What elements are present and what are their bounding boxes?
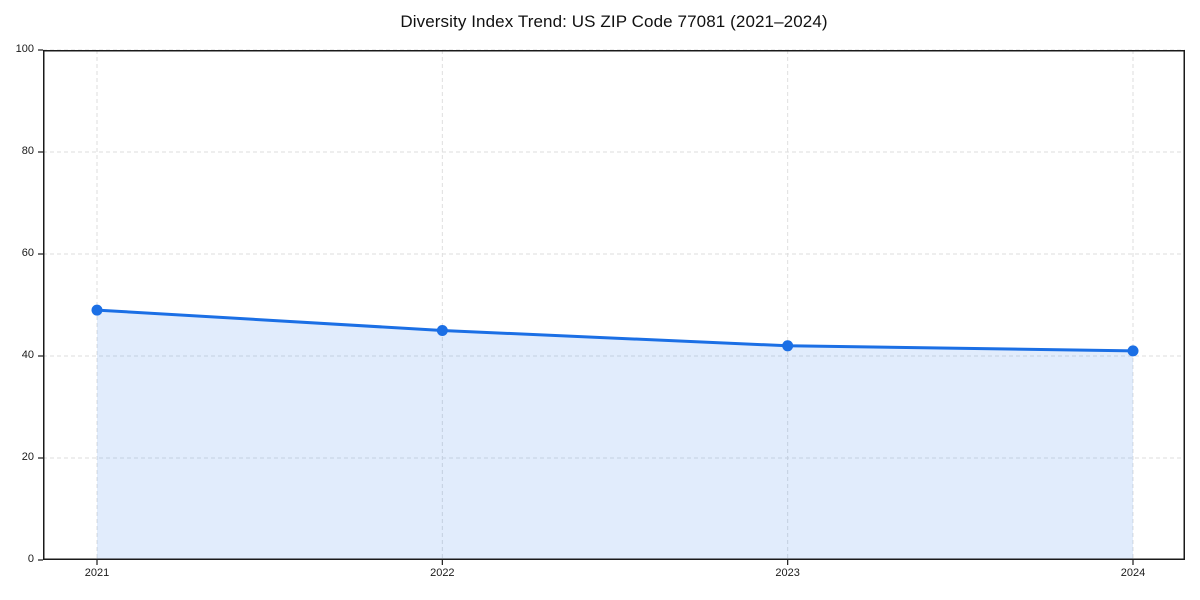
- plot-area: [38, 49, 1185, 565]
- x-tick-label: 2022: [430, 567, 455, 579]
- y-tick-label: 0: [27, 553, 34, 565]
- area-fill: [97, 310, 1133, 560]
- data-point: [436, 325, 448, 336]
- trend-line: [95, 308, 1135, 353]
- data-point: [1127, 345, 1139, 357]
- chart-svg: [38, 49, 1185, 565]
- plot-border: [43, 50, 1185, 560]
- y-tick-label: 60: [21, 247, 34, 259]
- x-tick-label: 2024: [1120, 567, 1146, 579]
- chart-title: Diversity Index Trend: US ZIP Code 77081…: [400, 12, 828, 31]
- y-tick-label: 40: [21, 349, 34, 361]
- y-tick-label: 20: [21, 451, 34, 463]
- x-tick-label: 2021: [84, 567, 110, 579]
- y-tick-label: 100: [15, 43, 34, 55]
- y-tick-label: 80: [21, 145, 34, 157]
- data-point: [91, 304, 103, 316]
- data-point: [782, 340, 794, 352]
- x-tick-label: 2023: [775, 567, 800, 579]
